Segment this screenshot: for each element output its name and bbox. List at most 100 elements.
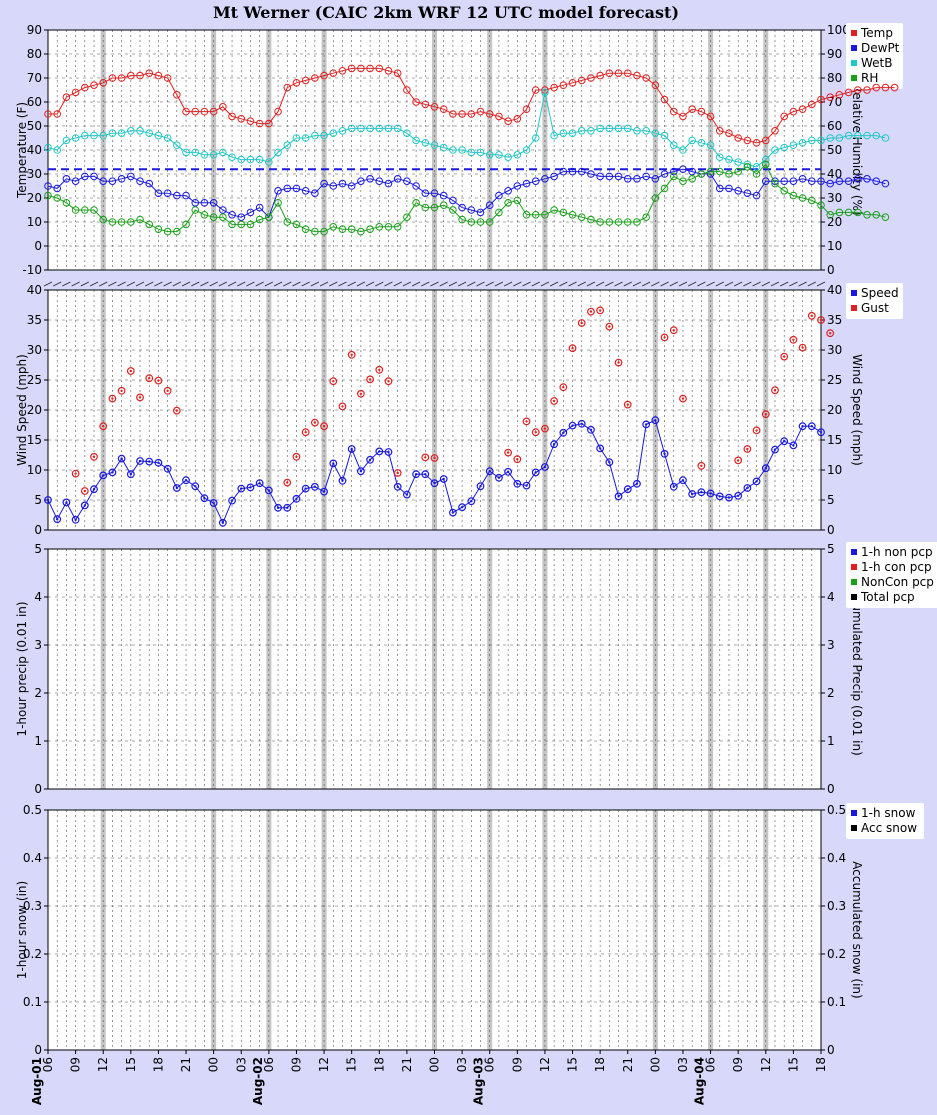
point-speed (90, 485, 98, 494)
wind-barb (816, 281, 826, 287)
point-center-speed (203, 497, 206, 500)
y-tick-label: 0.5 (23, 803, 42, 817)
y-tick-label: 30 (27, 167, 42, 181)
point-speed (458, 503, 467, 512)
point-temp (347, 64, 356, 73)
y2-tick-label: 0 (827, 523, 835, 537)
point-center-speed (258, 482, 261, 485)
wind-barb (513, 281, 522, 287)
point-dewpt (329, 182, 338, 190)
point-speed (366, 455, 374, 464)
point-dewpt (495, 191, 503, 200)
point-wetb (403, 129, 411, 137)
point-rh (393, 223, 402, 231)
wind-barb (476, 281, 485, 287)
point-center-gust (819, 318, 823, 322)
y-tick-label: 0 (34, 523, 42, 537)
point-rh (311, 227, 319, 236)
y2-tick-label: 100 (827, 23, 850, 37)
point-temp (743, 136, 752, 145)
point-wetb (329, 129, 338, 137)
point-wetb (541, 88, 549, 97)
point-rh (642, 213, 650, 221)
point-rh (485, 218, 494, 226)
point-dewpt (596, 172, 604, 181)
point-dewpt (108, 177, 117, 185)
point-rh (633, 218, 641, 226)
point-rh (347, 225, 356, 233)
point-rh (495, 208, 503, 217)
point-center-gust (387, 380, 390, 383)
point-center-gust (157, 379, 160, 382)
point-center-gust (350, 353, 353, 356)
y2-tick-label: 90 (827, 47, 842, 61)
wind-barb (421, 281, 430, 287)
panel-temperature: -10 0 0 10 10 20 20 30 30 40 40 50 50 60 60 70 70 80 80 90 9… (15, 23, 903, 277)
point-center-speed (608, 461, 611, 464)
x-tick-label: 06 (262, 1057, 276, 1072)
point-wetb (430, 141, 439, 149)
wind-barb (531, 281, 540, 287)
point-gust (623, 400, 632, 409)
point-center-speed (230, 499, 234, 502)
wind-barb (283, 281, 292, 287)
y2-tick-label: 0 (827, 782, 835, 796)
point-dewpt (817, 177, 825, 185)
point-temp (752, 139, 761, 147)
point-center-gust (304, 431, 307, 434)
point-temp (99, 79, 108, 87)
point-rh (412, 199, 420, 207)
point-center-speed (92, 488, 96, 491)
point-wetb (44, 143, 52, 152)
point-gust (541, 424, 549, 433)
point-wetb (826, 134, 835, 142)
legend-swatch (851, 825, 857, 831)
point-temp (311, 74, 319, 82)
point-rh (357, 227, 365, 236)
y2-tick-label: 5 (827, 493, 835, 507)
y-tick-label: 0 (34, 1043, 42, 1057)
x-tick-label: 12 (96, 1057, 110, 1072)
point-center-gust (672, 329, 675, 332)
point-center-speed (690, 492, 694, 496)
point-wetb (495, 151, 503, 159)
point-speed (706, 489, 715, 498)
wind-barb (209, 281, 218, 287)
wind-barb (733, 281, 743, 287)
point-center-gust (166, 389, 169, 392)
point-wetb (596, 124, 604, 133)
point-center-gust (617, 361, 620, 364)
point-center-gust (102, 425, 105, 428)
point-gust (734, 456, 743, 465)
wind-barb (99, 281, 108, 287)
point-speed (614, 492, 623, 501)
point-rh (780, 187, 788, 195)
point-dewpt (872, 177, 881, 185)
y2-tick-label: 30 (827, 343, 842, 357)
point-gust (384, 377, 393, 386)
x-tick-label: 12 (317, 1057, 331, 1072)
x-date-label: Aug-02 (251, 1057, 265, 1105)
point-rh (817, 201, 825, 209)
point-temp (697, 107, 706, 116)
point-center-gust (396, 471, 399, 475)
wind-barb (172, 281, 182, 287)
point-wetb (807, 136, 816, 145)
point-temp (522, 105, 531, 113)
point-temp (577, 76, 586, 85)
point-rh (881, 213, 890, 221)
x-tick-label: 21 (621, 1057, 635, 1072)
point-dewpt (439, 191, 448, 200)
point-speed (384, 448, 393, 456)
point-rh (375, 223, 384, 231)
point-center-speed (102, 474, 105, 477)
point-center-gust (424, 456, 427, 459)
point-center-speed (405, 493, 409, 496)
point-center-speed (138, 459, 142, 463)
wind-barb (540, 281, 550, 287)
point-rh (679, 177, 687, 185)
point-speed (200, 494, 209, 503)
point-center-speed (387, 450, 390, 454)
